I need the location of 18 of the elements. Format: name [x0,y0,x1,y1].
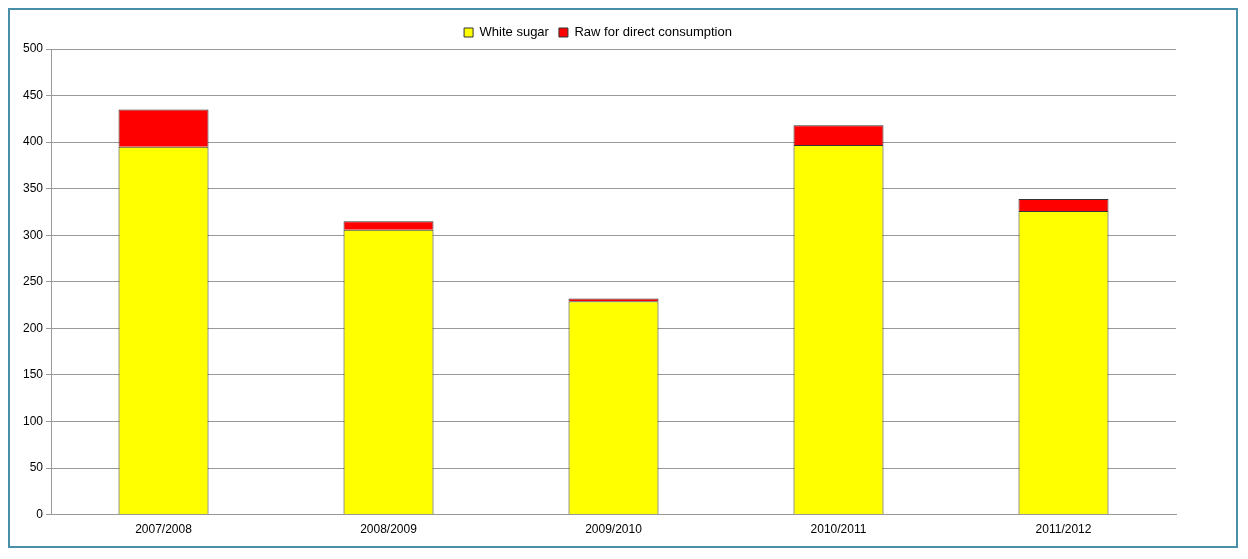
x-tick-label: 2010/2011 [810,522,867,537]
y-tick-label: 100 [22,413,44,428]
legend-label: White sugar [479,24,550,40]
x-tick-label: 2009/2010 [585,522,643,537]
y-tick-label: 150 [22,367,44,382]
y-tick-label: 50 [29,460,44,475]
y-tick-label: 400 [22,134,44,149]
x-tick-label: 2007/2008 [135,522,193,537]
y-tick-label: 0 [36,506,44,521]
y-tick-label: 200 [22,320,44,335]
y-tick-label: 350 [22,180,44,195]
legend-label: Raw for direct consumption [574,24,732,40]
x-tick-label: 2011/2012 [1035,522,1092,537]
y-tick-label: 300 [22,227,44,242]
y-tick-label: 250 [22,274,44,289]
y-tick-label: 500 [22,41,44,56]
y-tick-label: 450 [22,87,44,102]
x-tick-label: 2008/2009 [360,522,418,537]
